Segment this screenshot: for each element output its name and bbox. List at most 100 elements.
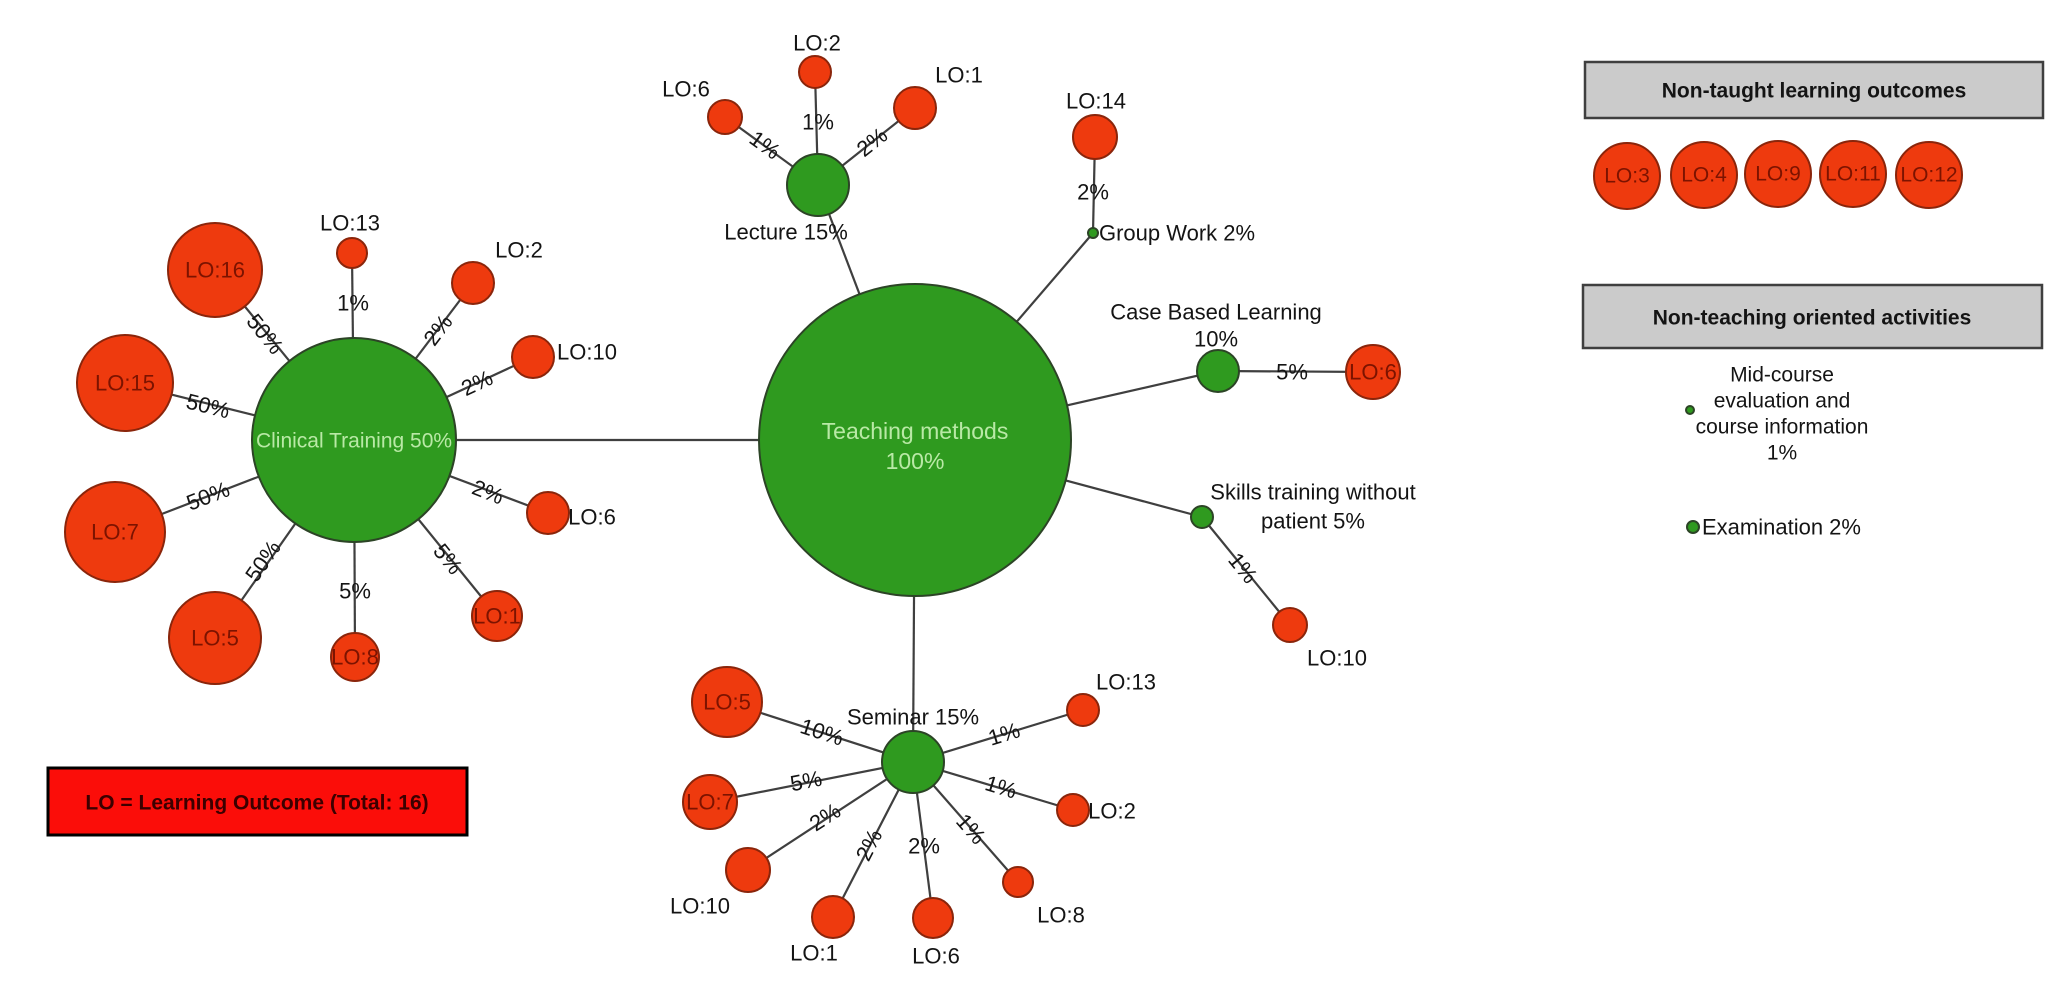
legend-circle-label-LO:9: LO:9 bbox=[1755, 163, 1801, 186]
legend-circle-label-LO:12: LO:12 bbox=[1900, 164, 1957, 187]
node-seminar bbox=[881, 730, 945, 794]
edge-label-lecture-lec-lo2: 1% bbox=[802, 110, 834, 135]
legend-box-non-taught bbox=[1583, 60, 2045, 120]
node-sem-lo8 bbox=[1002, 866, 1034, 898]
edge-skills-sk-lo10 bbox=[1201, 516, 1291, 626]
edge-label-clinical-cl-lo8: 5% bbox=[339, 579, 371, 604]
node-label-cbl: 10% bbox=[1194, 327, 1238, 352]
node-label-groupwork: Group Work 2% bbox=[1099, 221, 1255, 246]
legend-circle-LO:11 bbox=[1819, 140, 1887, 208]
node-label-cl-lo7: LO:7 bbox=[91, 520, 139, 545]
edge-label-seminar-sem-lo6: 2% bbox=[908, 834, 940, 859]
legend-activity-text-1: Examination 2% bbox=[1702, 515, 1861, 540]
node-label-sem-lo10: LO:10 bbox=[670, 894, 730, 919]
node-label-sem-lo7: LO:7 bbox=[686, 790, 734, 815]
edge-label-lecture-lec-lo6: 1% bbox=[745, 126, 785, 165]
edge-seminar-sem-lo10 bbox=[747, 761, 914, 871]
node-sem-lo2 bbox=[1056, 793, 1090, 827]
node-cl-lo13 bbox=[336, 237, 368, 269]
edge-label-lecture-lec-lo1: 2% bbox=[852, 122, 892, 161]
node-label-cl-lo8: LO:8 bbox=[331, 645, 379, 670]
node-sem-lo10 bbox=[725, 847, 771, 893]
node-label-sk-lo10: LO:10 bbox=[1307, 646, 1367, 671]
node-cl-lo6 bbox=[526, 491, 570, 535]
node-sem-lo13 bbox=[1066, 693, 1100, 727]
node-clinical bbox=[251, 337, 457, 543]
edge-seminar-sem-lo7 bbox=[709, 760, 914, 804]
node-sem-lo5 bbox=[691, 666, 763, 738]
node-cbl-lo6 bbox=[1345, 344, 1401, 400]
legend-circle-LO:4 bbox=[1670, 141, 1738, 209]
node-cl-lo16 bbox=[167, 222, 263, 318]
node-lec-lo2 bbox=[798, 55, 832, 89]
node-cl-lo2 bbox=[451, 261, 495, 305]
node-label-sem-lo1: LO:1 bbox=[790, 941, 838, 966]
node-label-cl-lo6: LO:6 bbox=[568, 505, 616, 530]
node-label-clinical: Clinical Training 50% bbox=[256, 430, 452, 453]
node-label-seminar: Seminar 15% bbox=[847, 705, 979, 730]
node-label-sem-lo2: LO:2 bbox=[1088, 799, 1136, 824]
node-label-cl-lo15: LO:15 bbox=[95, 371, 155, 396]
node-cl-lo5 bbox=[168, 591, 262, 685]
edge-label-clinical-cl-lo10: 2% bbox=[457, 365, 496, 401]
node-skills bbox=[1190, 505, 1214, 529]
node-lecture bbox=[786, 153, 850, 217]
legend-activity-text-0: course information bbox=[1696, 416, 1869, 439]
edge-label-skills-sk-lo10: 1% bbox=[1223, 548, 1262, 588]
edge-label-clinical-cl-lo6: 2% bbox=[469, 475, 508, 510]
node-label-lecture: Lecture 15% bbox=[724, 220, 848, 245]
node-label-sem-lo13: LO:13 bbox=[1096, 670, 1156, 695]
node-label-cl-lo1: LO:1 bbox=[473, 604, 521, 629]
node-lec-lo6 bbox=[707, 99, 743, 135]
node-cl-lo1 bbox=[471, 590, 523, 642]
node-cl-lo10 bbox=[511, 335, 555, 379]
node-teaching bbox=[758, 283, 1072, 597]
legend-circle-label-LO:4: LO:4 bbox=[1681, 164, 1727, 187]
node-label-gw-lo14: LO:14 bbox=[1066, 89, 1126, 114]
legend-title-non-teaching: Non-teaching oriented activities bbox=[1653, 307, 1972, 330]
node-label-skills: Skills training without bbox=[1210, 480, 1415, 505]
node-label-lec-lo6: LO:6 bbox=[662, 77, 710, 102]
edge-label-cbl-cbl-lo6: 5% bbox=[1276, 360, 1308, 385]
edge-label-seminar-sem-lo5: 10% bbox=[797, 713, 847, 750]
edge-label-clinical-cl-lo13: 1% bbox=[337, 291, 369, 316]
node-sem-lo7 bbox=[682, 774, 738, 830]
edge-label-seminar-sem-lo10: 2% bbox=[805, 798, 845, 836]
key-box bbox=[46, 766, 469, 837]
edge-label-seminar-sem-lo1: 2% bbox=[851, 825, 888, 865]
node-cbl bbox=[1196, 349, 1240, 393]
legend-activity-text-0: 1% bbox=[1767, 442, 1797, 465]
legend-circle-LO:12 bbox=[1895, 141, 1963, 209]
legend-activity-dot-1 bbox=[1686, 520, 1700, 534]
node-label-cbl: Case Based Learning bbox=[1110, 300, 1322, 325]
node-cl-lo8 bbox=[330, 632, 380, 682]
node-label-cl-lo5: LO:5 bbox=[191, 626, 239, 651]
legend-activity-dot-0 bbox=[1685, 405, 1695, 415]
node-label-teaching: Teaching methods bbox=[822, 418, 1009, 444]
legend-circle-label-LO:11: LO:11 bbox=[1825, 163, 1881, 186]
legend-activity-text-0: evaluation and bbox=[1714, 390, 1851, 413]
edge-label-clinical-cl-lo15: 50% bbox=[184, 389, 233, 424]
legend-circle-label-LO:3: LO:3 bbox=[1604, 165, 1650, 188]
node-label-sem-lo6: LO:6 bbox=[912, 944, 960, 969]
edge-label-groupwork-gw-lo14: 2% bbox=[1077, 180, 1109, 205]
node-label-cl-lo16: LO:16 bbox=[185, 258, 245, 283]
node-sem-lo6 bbox=[912, 897, 954, 939]
node-label-lec-lo1: LO:1 bbox=[935, 63, 983, 88]
edge-label-seminar-sem-lo7: 5% bbox=[788, 766, 824, 797]
node-sem-lo1 bbox=[811, 895, 855, 939]
node-groupwork bbox=[1087, 227, 1099, 239]
node-gw-lo14 bbox=[1072, 114, 1118, 160]
node-label-skills: patient 5% bbox=[1261, 509, 1365, 534]
node-label-lec-lo2: LO:2 bbox=[793, 31, 841, 56]
node-cl-lo7 bbox=[64, 481, 166, 583]
edge-label-seminar-sem-lo13: 1% bbox=[985, 717, 1023, 750]
legend-circle-LO:3 bbox=[1593, 142, 1661, 210]
node-label-cl-lo2: LO:2 bbox=[495, 238, 543, 263]
edge-label-clinical-cl-lo7: 50% bbox=[183, 476, 233, 515]
node-sk-lo10 bbox=[1272, 607, 1308, 643]
node-label-sem-lo5: LO:5 bbox=[703, 690, 751, 715]
node-label-cl-lo13: LO:13 bbox=[320, 211, 380, 236]
